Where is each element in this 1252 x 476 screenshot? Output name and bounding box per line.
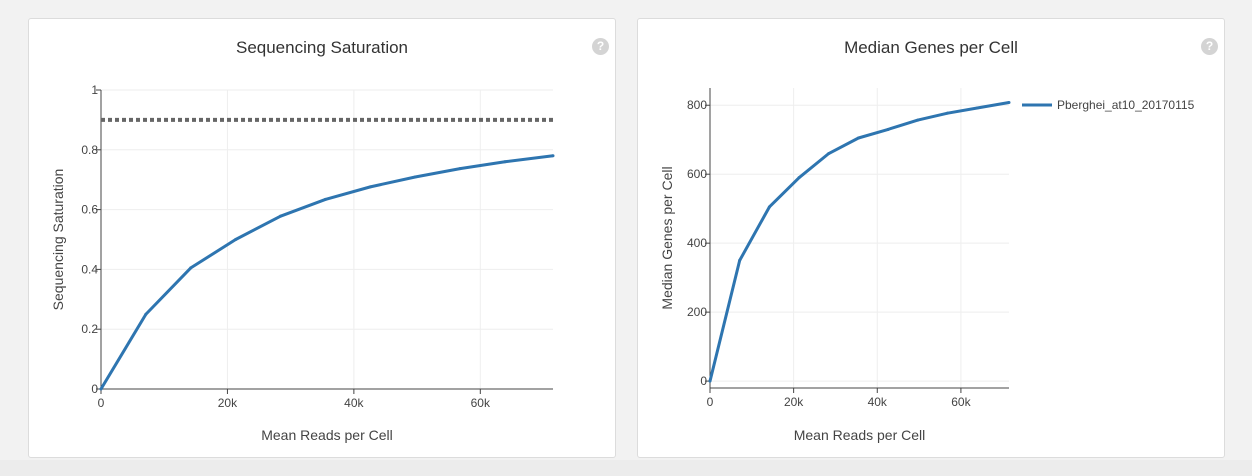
y-tick-label: 800 <box>687 98 707 112</box>
sequencing-saturation-panel: Sequencing Saturation ? 0 20k 40k 60k 0 0.2 0.… <box>28 18 616 458</box>
data-point <box>1007 100 1011 104</box>
x-axis-title: Mean Reads per Cell <box>261 427 393 443</box>
x-tick-label: 60k <box>471 396 491 410</box>
y-tick-label: 400 <box>687 236 707 250</box>
y-tick-label: 0.8 <box>81 143 98 157</box>
panel-title: Median Genes per Cell <box>844 38 1018 57</box>
y-tick-label: 1 <box>91 83 98 97</box>
data-point <box>946 111 950 115</box>
data-point <box>975 106 979 110</box>
data-point <box>323 197 327 201</box>
median-genes-panel: Median Genes per Cell ? 0 20k 40k 60k 0 200 40… <box>637 18 1225 458</box>
data-point <box>886 127 890 131</box>
panel-title: Sequencing Saturation <box>235 38 409 57</box>
x-tick-label: 40k <box>344 396 364 410</box>
data-point <box>708 379 712 383</box>
x-tick-label: 40k <box>868 395 888 409</box>
x-tick-label: 60k <box>951 395 971 409</box>
data-point <box>916 118 920 122</box>
data-point <box>551 154 555 158</box>
question-circle-icon[interactable]: ? <box>592 38 609 55</box>
question-circle-icon[interactable]: ? <box>1201 38 1218 55</box>
data-point <box>767 205 771 209</box>
data-point <box>368 185 372 189</box>
series-line <box>99 154 554 390</box>
data-point <box>797 176 801 180</box>
y-tick-label: 0 <box>91 382 98 396</box>
x-tick-label: 20k <box>784 395 804 409</box>
legend-label: Pberghei_at10_20170115 <box>1057 98 1195 112</box>
median-genes-chart: 0 20k 40k 60k 0 200 400 600 800 Mean Reads per Ce… <box>659 88 1195 443</box>
data-point <box>279 214 283 218</box>
data-point <box>856 136 860 140</box>
data-point <box>413 175 417 179</box>
data-point <box>144 312 148 316</box>
x-tick-label: 0 <box>707 395 714 409</box>
x-axis-title: Mean Reads per Cell <box>794 427 926 443</box>
y-axis-title: Sequencing Saturation <box>50 169 66 311</box>
y-tick-label: 0 <box>700 374 707 388</box>
y-axis-title: Median Genes per Cell <box>659 166 675 309</box>
series-line <box>708 101 1010 382</box>
sequencing-saturation-chart: 0 20k 40k 60k 0 0.2 0.4 0.6 0.8 1 Mean Reads per C… <box>50 83 555 443</box>
y-tick-label: 0.4 <box>81 262 98 276</box>
data-point <box>738 258 742 262</box>
data-point <box>99 387 103 391</box>
data-point <box>503 160 507 164</box>
x-tick-label: 20k <box>218 396 238 410</box>
y-tick-label: 200 <box>687 305 707 319</box>
data-point <box>458 167 462 171</box>
page-footer-strip <box>0 460 1252 476</box>
data-point <box>234 238 238 241</box>
x-tick-label: 0 <box>98 396 105 410</box>
data-point <box>189 266 193 270</box>
y-tick-label: 0.2 <box>81 322 98 336</box>
y-tick-label: 0.6 <box>81 203 98 217</box>
y-tick-label: 600 <box>687 167 707 181</box>
data-point <box>827 152 831 156</box>
